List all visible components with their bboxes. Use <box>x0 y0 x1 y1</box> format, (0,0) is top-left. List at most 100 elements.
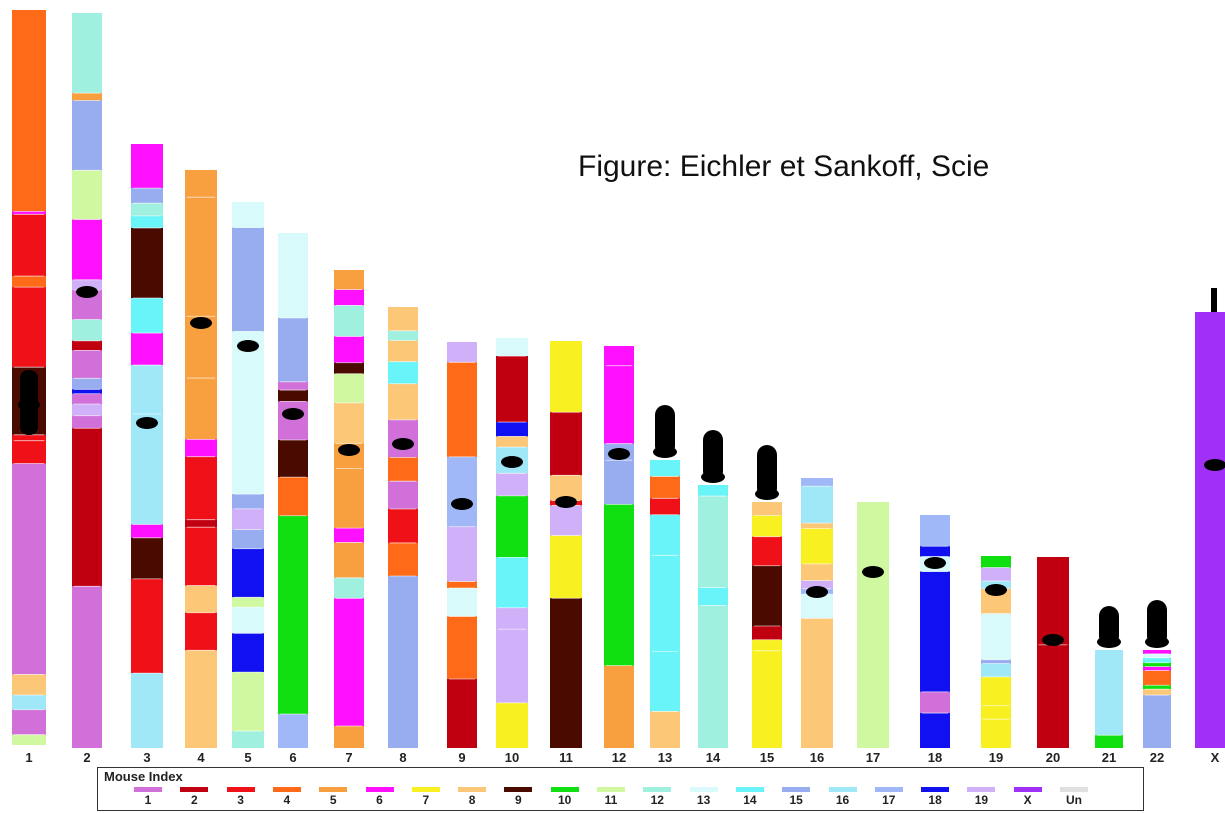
chromosome-8-segment <box>388 330 418 341</box>
chromosome-2-segment <box>72 93 102 101</box>
chromosome-10-label: 10 <box>505 750 519 765</box>
chromosome-20-segment <box>1037 644 1069 748</box>
chromosome-3-segment <box>131 298 163 334</box>
chromosome-22-label: 22 <box>1150 750 1164 765</box>
chromosome-16-segment <box>801 478 833 487</box>
chromosome-5-segment <box>232 529 264 549</box>
legend-swatch-19 <box>967 787 996 792</box>
chromosome-14-segment <box>698 587 728 606</box>
chromosome-4-segment <box>185 378 217 440</box>
legend-swatch-13 <box>689 787 718 792</box>
chromosome-12-segment <box>604 504 634 666</box>
chromosome-13-segment <box>650 460 680 477</box>
chromosome-8-segment <box>388 383 418 420</box>
chromosome-6-centromere <box>282 408 304 420</box>
legend-swatch-18 <box>921 787 950 792</box>
chromosome-6-label: 6 <box>289 750 296 765</box>
chromosome-8-label: 8 <box>399 750 406 765</box>
chromosome-13-segment <box>650 514 680 556</box>
chromosome-9-centromere <box>451 498 473 510</box>
chromosome-3-segment <box>131 673 163 748</box>
legend-swatch-8 <box>458 787 487 792</box>
chromosome-5-segment <box>232 227 264 332</box>
chromosome-1-segment <box>12 695 46 710</box>
chromosome-2-segment <box>72 13 102 94</box>
legend-label-4: 4 <box>283 793 291 807</box>
chromosome-9-segment <box>447 526 477 582</box>
chromosome-4-centromere <box>190 317 212 329</box>
chromosome-3-centromere <box>136 417 158 429</box>
chromosome-22-segment <box>1143 695 1171 748</box>
chromosome-4-segment <box>185 585 217 613</box>
chromosome-18-segment <box>920 713 950 748</box>
chromosome-15-segment <box>752 625 782 640</box>
chromosome-13-segment <box>650 476 680 499</box>
chromosome-6-segment <box>278 440 308 478</box>
chromosome-3-segment <box>131 144 163 189</box>
chromosome-2-centromere <box>76 286 98 298</box>
chromosome-15-segment <box>752 502 782 516</box>
chromosome-15-segment <box>752 639 782 651</box>
chromosome-18-label: 18 <box>928 750 942 765</box>
chromosome-15-centromere <box>755 488 779 500</box>
chromosome-X-stalk <box>1211 288 1217 312</box>
chromosome-17-segment <box>857 502 889 748</box>
chromosome-7-segment <box>334 402 364 444</box>
chromosome-7-label: 7 <box>345 750 352 765</box>
chromosome-1-segment <box>12 440 46 464</box>
legend-label-17: 17 <box>882 793 896 807</box>
mouse-index-legend: Mouse Index 1 2 3 4 5 6 7 8 9 10 11 12 13 14 15 16 17 18 1… <box>97 767 1144 811</box>
chromosome-19-segment <box>981 613 1011 660</box>
chromosome-12-segment <box>604 365 634 444</box>
chromosome-5-segment <box>232 672 264 732</box>
chromosome-1-segment <box>12 463 46 675</box>
chromosome-19-segment <box>981 719 1011 748</box>
legend-label-18: 18 <box>928 793 942 807</box>
legend-swatch-4 <box>272 787 301 792</box>
chromosome-1-segment <box>12 214 46 277</box>
chromosome-22-stalk <box>1147 600 1167 646</box>
chromosome-2-segment <box>72 279 102 291</box>
chromosome-12-centromere <box>608 448 630 460</box>
chromosome-19-segment <box>981 567 1011 581</box>
chromosome-12-segment <box>604 665 634 748</box>
chromosome-22-segment <box>1143 653 1171 658</box>
chromosome-9-segment <box>447 588 477 617</box>
chromosome-5-segment <box>232 731 264 748</box>
chromosome-6-segment <box>278 401 308 441</box>
legend-label-15: 15 <box>789 793 803 807</box>
chromosome-5-segment <box>232 508 264 530</box>
chromosome-22-segment <box>1143 650 1171 654</box>
chromosome-5-segment <box>232 494 264 509</box>
chromosome-X-segment <box>1195 312 1225 748</box>
legend-swatch-7 <box>411 787 440 792</box>
chromosome-10-centromere <box>501 456 523 468</box>
chromosome-3-segment <box>131 413 163 525</box>
chromosome-18-segment <box>920 571 950 692</box>
chromosome-7-segment <box>334 468 364 529</box>
legend-swatch-6 <box>365 787 394 792</box>
legend-label-X: X <box>1023 793 1032 807</box>
chromosome-14-label: 14 <box>706 750 721 765</box>
chromosome-2-segment <box>72 219 102 280</box>
chromosome-6-segment <box>278 381 308 391</box>
chromosome-9-segment <box>447 616 477 679</box>
chromosome-18-segment <box>920 691 950 714</box>
chromosome-2-segment <box>72 378 102 390</box>
chromosome-14-segment <box>698 605 728 748</box>
chromosome-15-segment <box>752 650 782 748</box>
chromosome-12-segment <box>604 346 634 366</box>
chromosome-3-segment <box>131 537 163 579</box>
chromosome-10-segment <box>496 436 528 448</box>
chromosome-21-label: 21 <box>1102 750 1116 765</box>
chromosome-13-stalk <box>655 405 675 456</box>
chromosome-1-segment <box>12 434 46 441</box>
chromosome-7-segment <box>334 373 364 403</box>
chromosome-5-centromere <box>237 340 259 352</box>
chromosome-14-segment <box>698 496 728 588</box>
chromosome-19-label: 19 <box>989 750 1003 765</box>
chromosome-16-segment <box>801 563 833 581</box>
chromosome-16-segment <box>801 486 833 524</box>
chromosome-18-segment <box>920 546 950 557</box>
